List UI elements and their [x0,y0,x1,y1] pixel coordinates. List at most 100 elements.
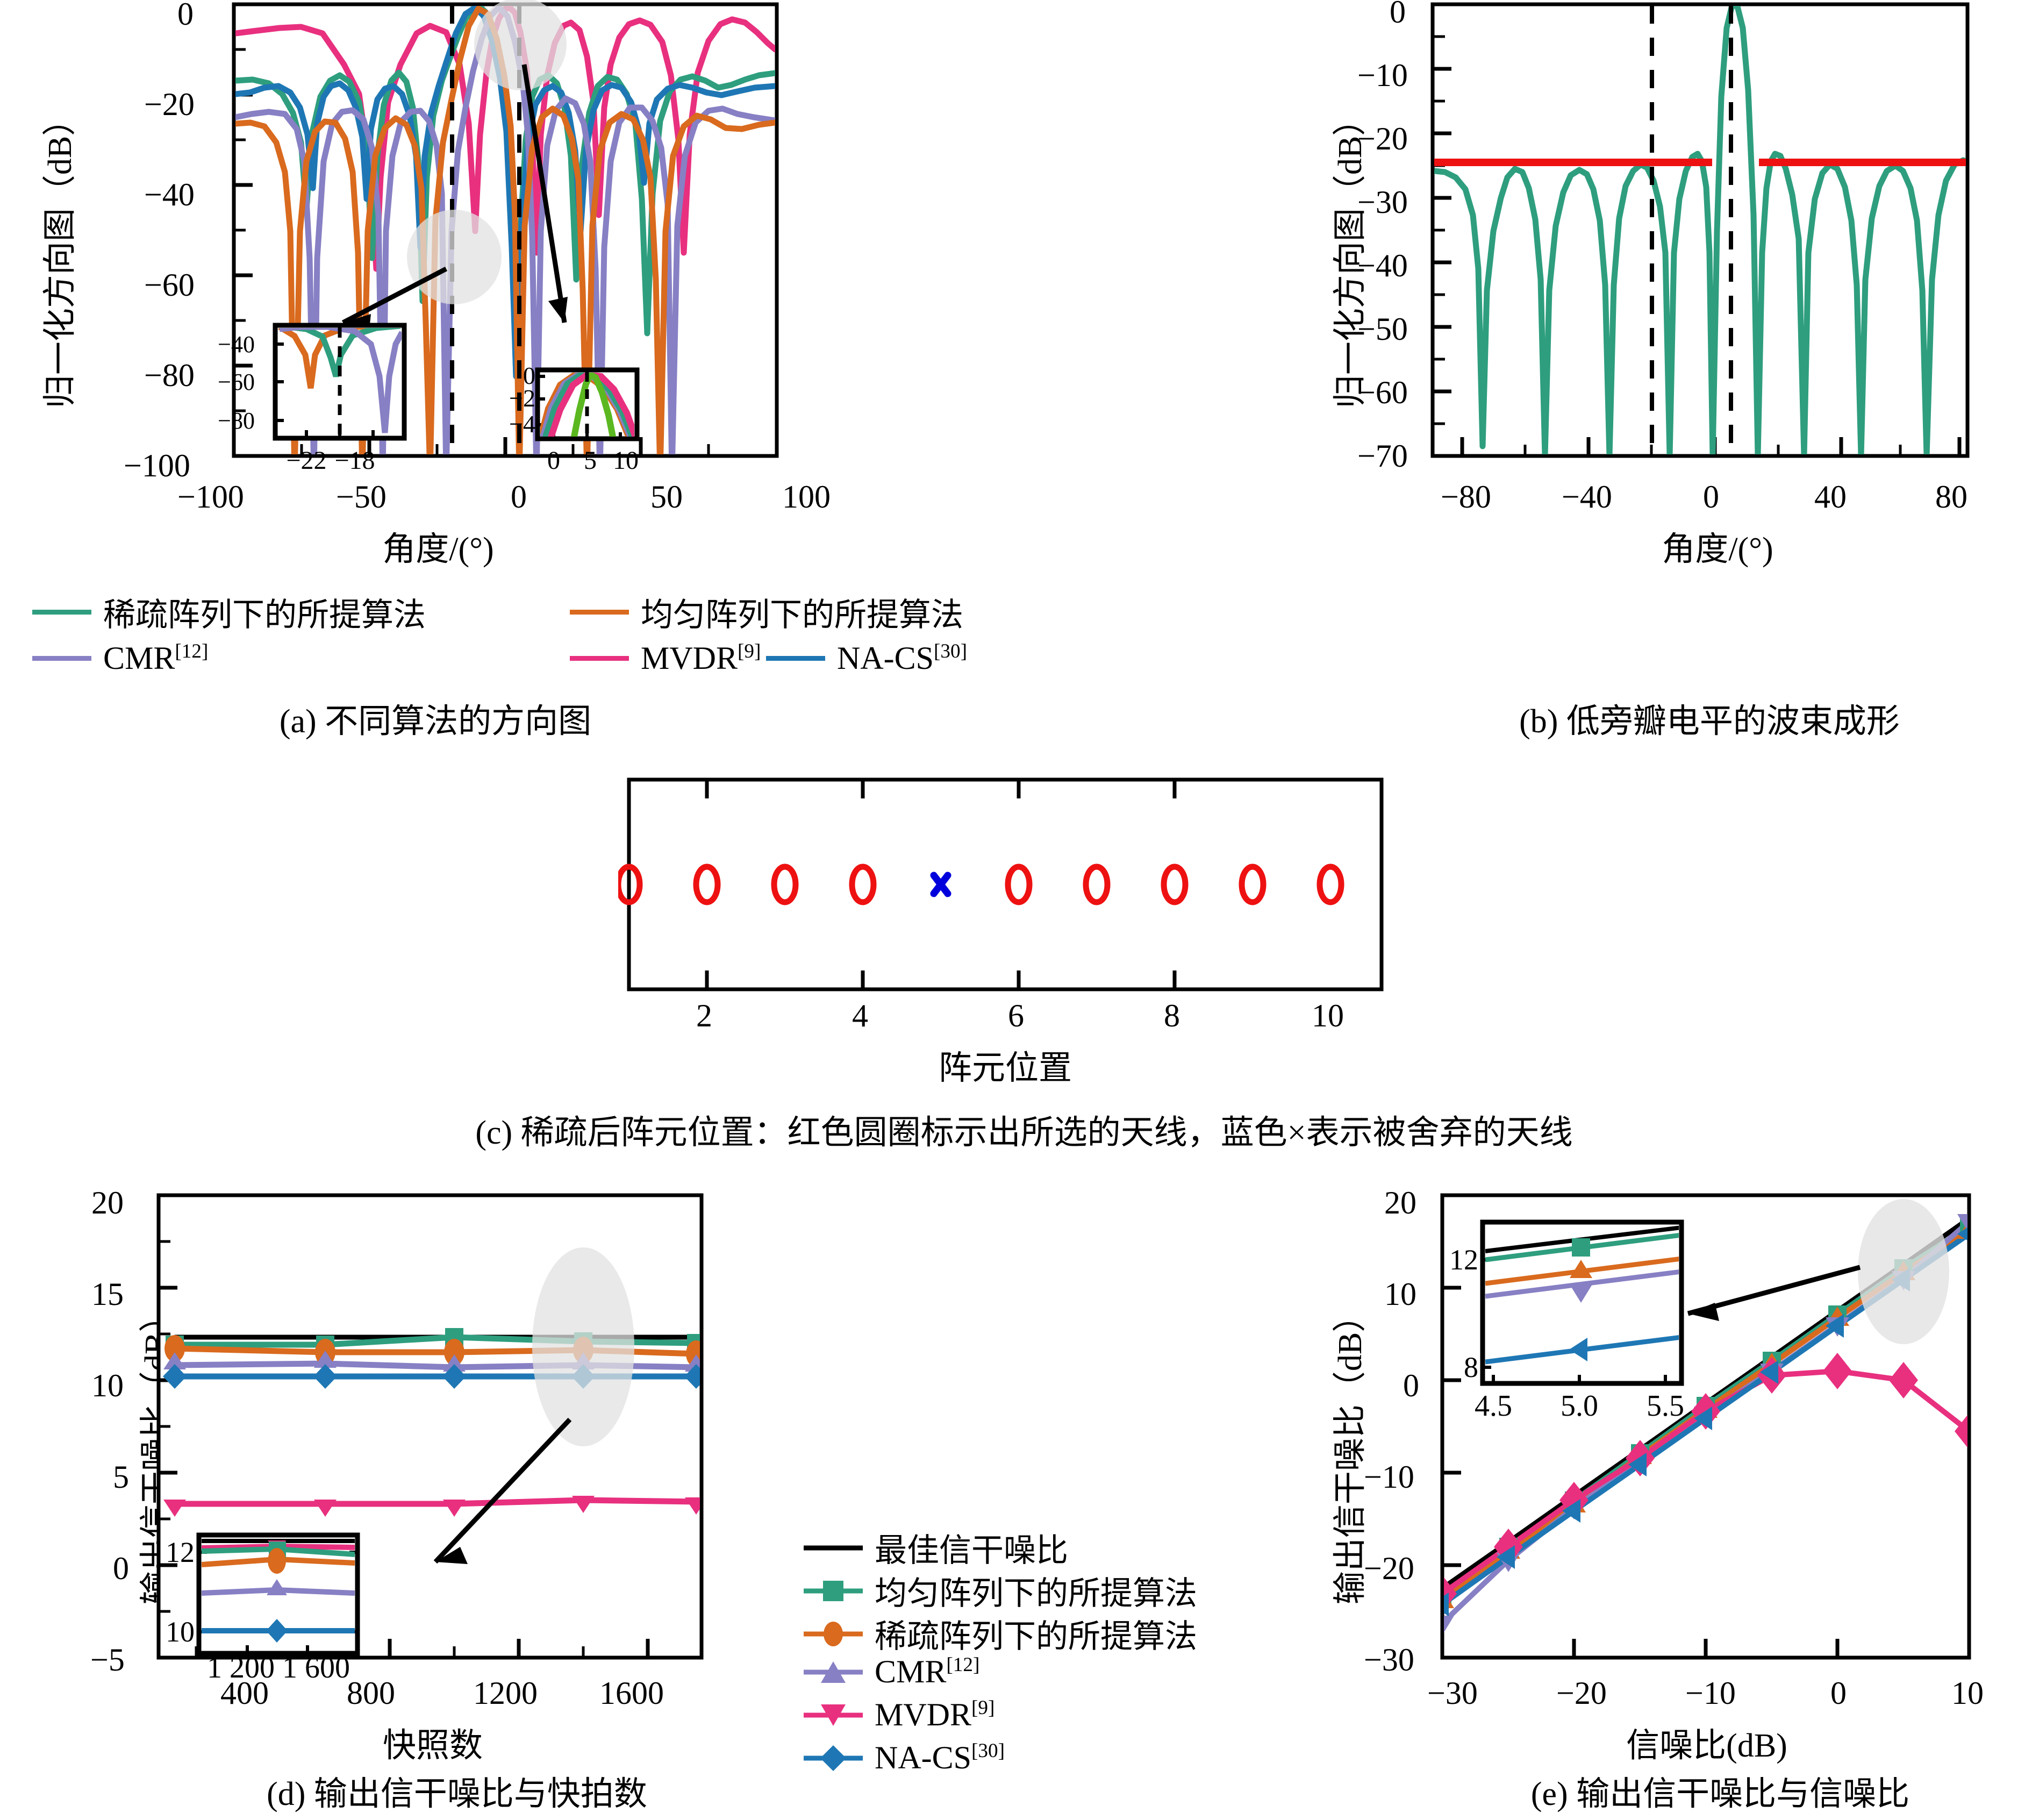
panel-b-plot [1430,2,1970,458]
panel-e-inset-xtick: 5.0 [1561,1389,1598,1423]
panel-d-ytick: 5 [113,1459,129,1495]
array-element-selected [1316,863,1344,905]
panel-d-xtick: 1200 [473,1675,538,1711]
panel-b-low-sidelobe-beamforming: 归一化方向图（dB） 0 −10 −20 −30 −40 −50 −60 −70… [1290,0,2032,570]
panel-a-inset-right-ytick: −2 [509,384,535,412]
panel-e-highlight [1858,1199,1949,1344]
panel-e-xtick: −10 [1685,1675,1736,1711]
panel-c-plot [618,777,1384,991]
legend-item[interactable]: 稀疏阵列下的所提算法 [32,589,426,636]
panel-a-ytick: −100 [124,448,190,483]
legend-ref: [9] [971,1697,995,1719]
panel-a-inset-left-xtick: −18 [334,446,375,475]
panel-b-ytick: −20 [1357,121,1408,156]
legend-ref: [12] [175,640,209,662]
panel-a-xtick: 0 [511,479,527,515]
legend-label: CMR[12] [103,640,209,676]
legend-item[interactable]: NA-CS[30] [766,640,967,677]
legend-item[interactable]: CMR[12] [804,1653,979,1690]
legend-d: 最佳信干噪比 均匀阵列下的所提算法 稀疏阵列下的所提算法 CMR[12] MVD… [804,1524,1287,1804]
legend-item[interactable]: 均匀阵列下的所提算法 [804,1567,1197,1614]
panel-b-ytick: −40 [1357,248,1408,283]
legend-ref: [30] [934,640,967,662]
panel-b-ytick: −10 [1357,58,1408,93]
panel-b-xtick: −40 [1562,479,1612,515]
panel-e-caption: (e) 输出信干噪比与信噪比 [1530,1776,1910,1812]
array-element-selected [1083,863,1111,905]
panel-e-inset [1480,1219,1684,1386]
legend-label: NA-CS[30] [875,1740,1005,1775]
legend-top: 稀疏阵列下的所提算法 均匀阵列下的所提算法 CMR[12] MVDR[9] NA… [32,589,1027,680]
panel-a-inset-left [273,323,407,441]
legend-label: 均匀阵列下的所提算法 [641,597,963,633]
panel-a-inset-left-xtick: −22 [286,446,326,475]
panel-d-highlight [532,1247,634,1446]
panel-e-ytick: 10 [1384,1276,1416,1312]
panel-a-ytick: −60 [144,267,195,303]
legend-marker-line [804,1537,863,1559]
panel-d-xtick: 800 [347,1675,395,1711]
panel-d-xtick: 400 [220,1675,269,1711]
panel-d-caption: (d) 输出信干噪比与快拍数 [267,1776,647,1812]
legend-item[interactable]: MVDR[9] [570,640,761,677]
panel-c-array-positions: 2 4 6 8 10 阵元位置 [618,769,1425,1091]
panel-c-caption: (c) 稀疏后阵元位置：红色圆圈标示出所选的天线，蓝色×表示被舍弃的天线 [475,1115,1573,1151]
panel-e-inset-ytick: 12 [1449,1244,1478,1276]
legend-item[interactable]: CMR[12] [32,640,208,677]
panel-b-caption: (b) 低旁瓣电平的波束成形 [1519,703,1900,740]
legend-item[interactable]: 均匀阵列下的所提算法 [570,589,963,636]
panel-b-xlabel: 角度/(°) [1662,531,1773,568]
legend-label: 稀疏阵列下的所提算法 [875,1619,1197,1654]
panel-a-arrow-mainlobe [521,64,568,323]
panel-d-ytick: 20 [91,1185,124,1221]
legend-item[interactable]: 稀疏阵列下的所提算法 [804,1610,1197,1657]
panel-a-caption: (a) 不同算法的方向图 [279,703,592,740]
panel-d-inset [196,1532,360,1656]
panel-b-ytick: −60 [1357,375,1408,410]
panel-d-arrow [433,1417,572,1564]
legend-marker-triangle-up [804,1661,863,1683]
legend-label: 均匀阵列下的所提算法 [875,1576,1197,1611]
panel-e-xlabel: 信噪比(dB) [1626,1728,1787,1764]
panel-c-xlabel: 阵元位置 [938,1050,1072,1087]
legend-label: MVDR[9] [875,1697,995,1732]
panel-a-highlight-null [407,210,502,304]
legend-ref: [9] [738,640,761,662]
array-element-discarded [930,872,951,897]
panel-b-xtick: 80 [1935,479,1967,515]
panel-c-xtick: 2 [696,998,712,1033]
legend-ref: [30] [971,1740,1005,1762]
legend-line-swatch [766,656,825,661]
panel-a-inset-left-ytick: −40 [218,331,255,358]
panel-a-inset-right-ytick: 0 [523,362,535,389]
legend-line-swatch [570,610,629,615]
array-element-selected [693,863,721,905]
array-element-selected [1005,863,1033,905]
legend-marker-triangle-down [804,1704,863,1726]
panel-b-ytick: −70 [1357,438,1408,474]
legend-label: MVDR[9] [641,640,761,676]
panel-d-plot: 12 10 [156,1193,704,1660]
panel-a-ytick: −80 [144,358,195,393]
array-element-selected [1161,863,1189,905]
legend-item[interactable]: MVDR[9] [804,1696,994,1733]
panel-a-inset-right [535,367,640,441]
legend-item[interactable]: NA-CS[30] [804,1739,1005,1776]
panel-a-xtick: 100 [782,479,831,515]
panel-b-ytick: 0 [1390,0,1406,30]
panel-a-inset-right-xtick: 0 [547,446,560,475]
panel-a-ytick: −40 [144,177,195,212]
panel-c-xtick: 6 [1008,998,1024,1033]
panel-e-xtick: 10 [1951,1675,1984,1711]
array-element-selected [1239,863,1267,905]
panel-e-ytick: −10 [1364,1459,1414,1495]
legend-item[interactable]: 最佳信干噪比 [804,1524,1068,1571]
panel-d-ytick: 10 [91,1368,124,1403]
panel-a-directivity-pattern: 归一化方向图（dB） 0 −20 −40 −60 −80 −100 −100 −… [0,0,839,570]
panel-b-xtick: −80 [1441,479,1491,515]
panel-d-ytick: 15 [91,1276,124,1312]
legend-label: CMR[12] [875,1654,980,1689]
legend-marker-circle [804,1621,863,1646]
panel-c-xtick: 4 [852,998,868,1033]
legend-marker-square [804,1580,863,1602]
